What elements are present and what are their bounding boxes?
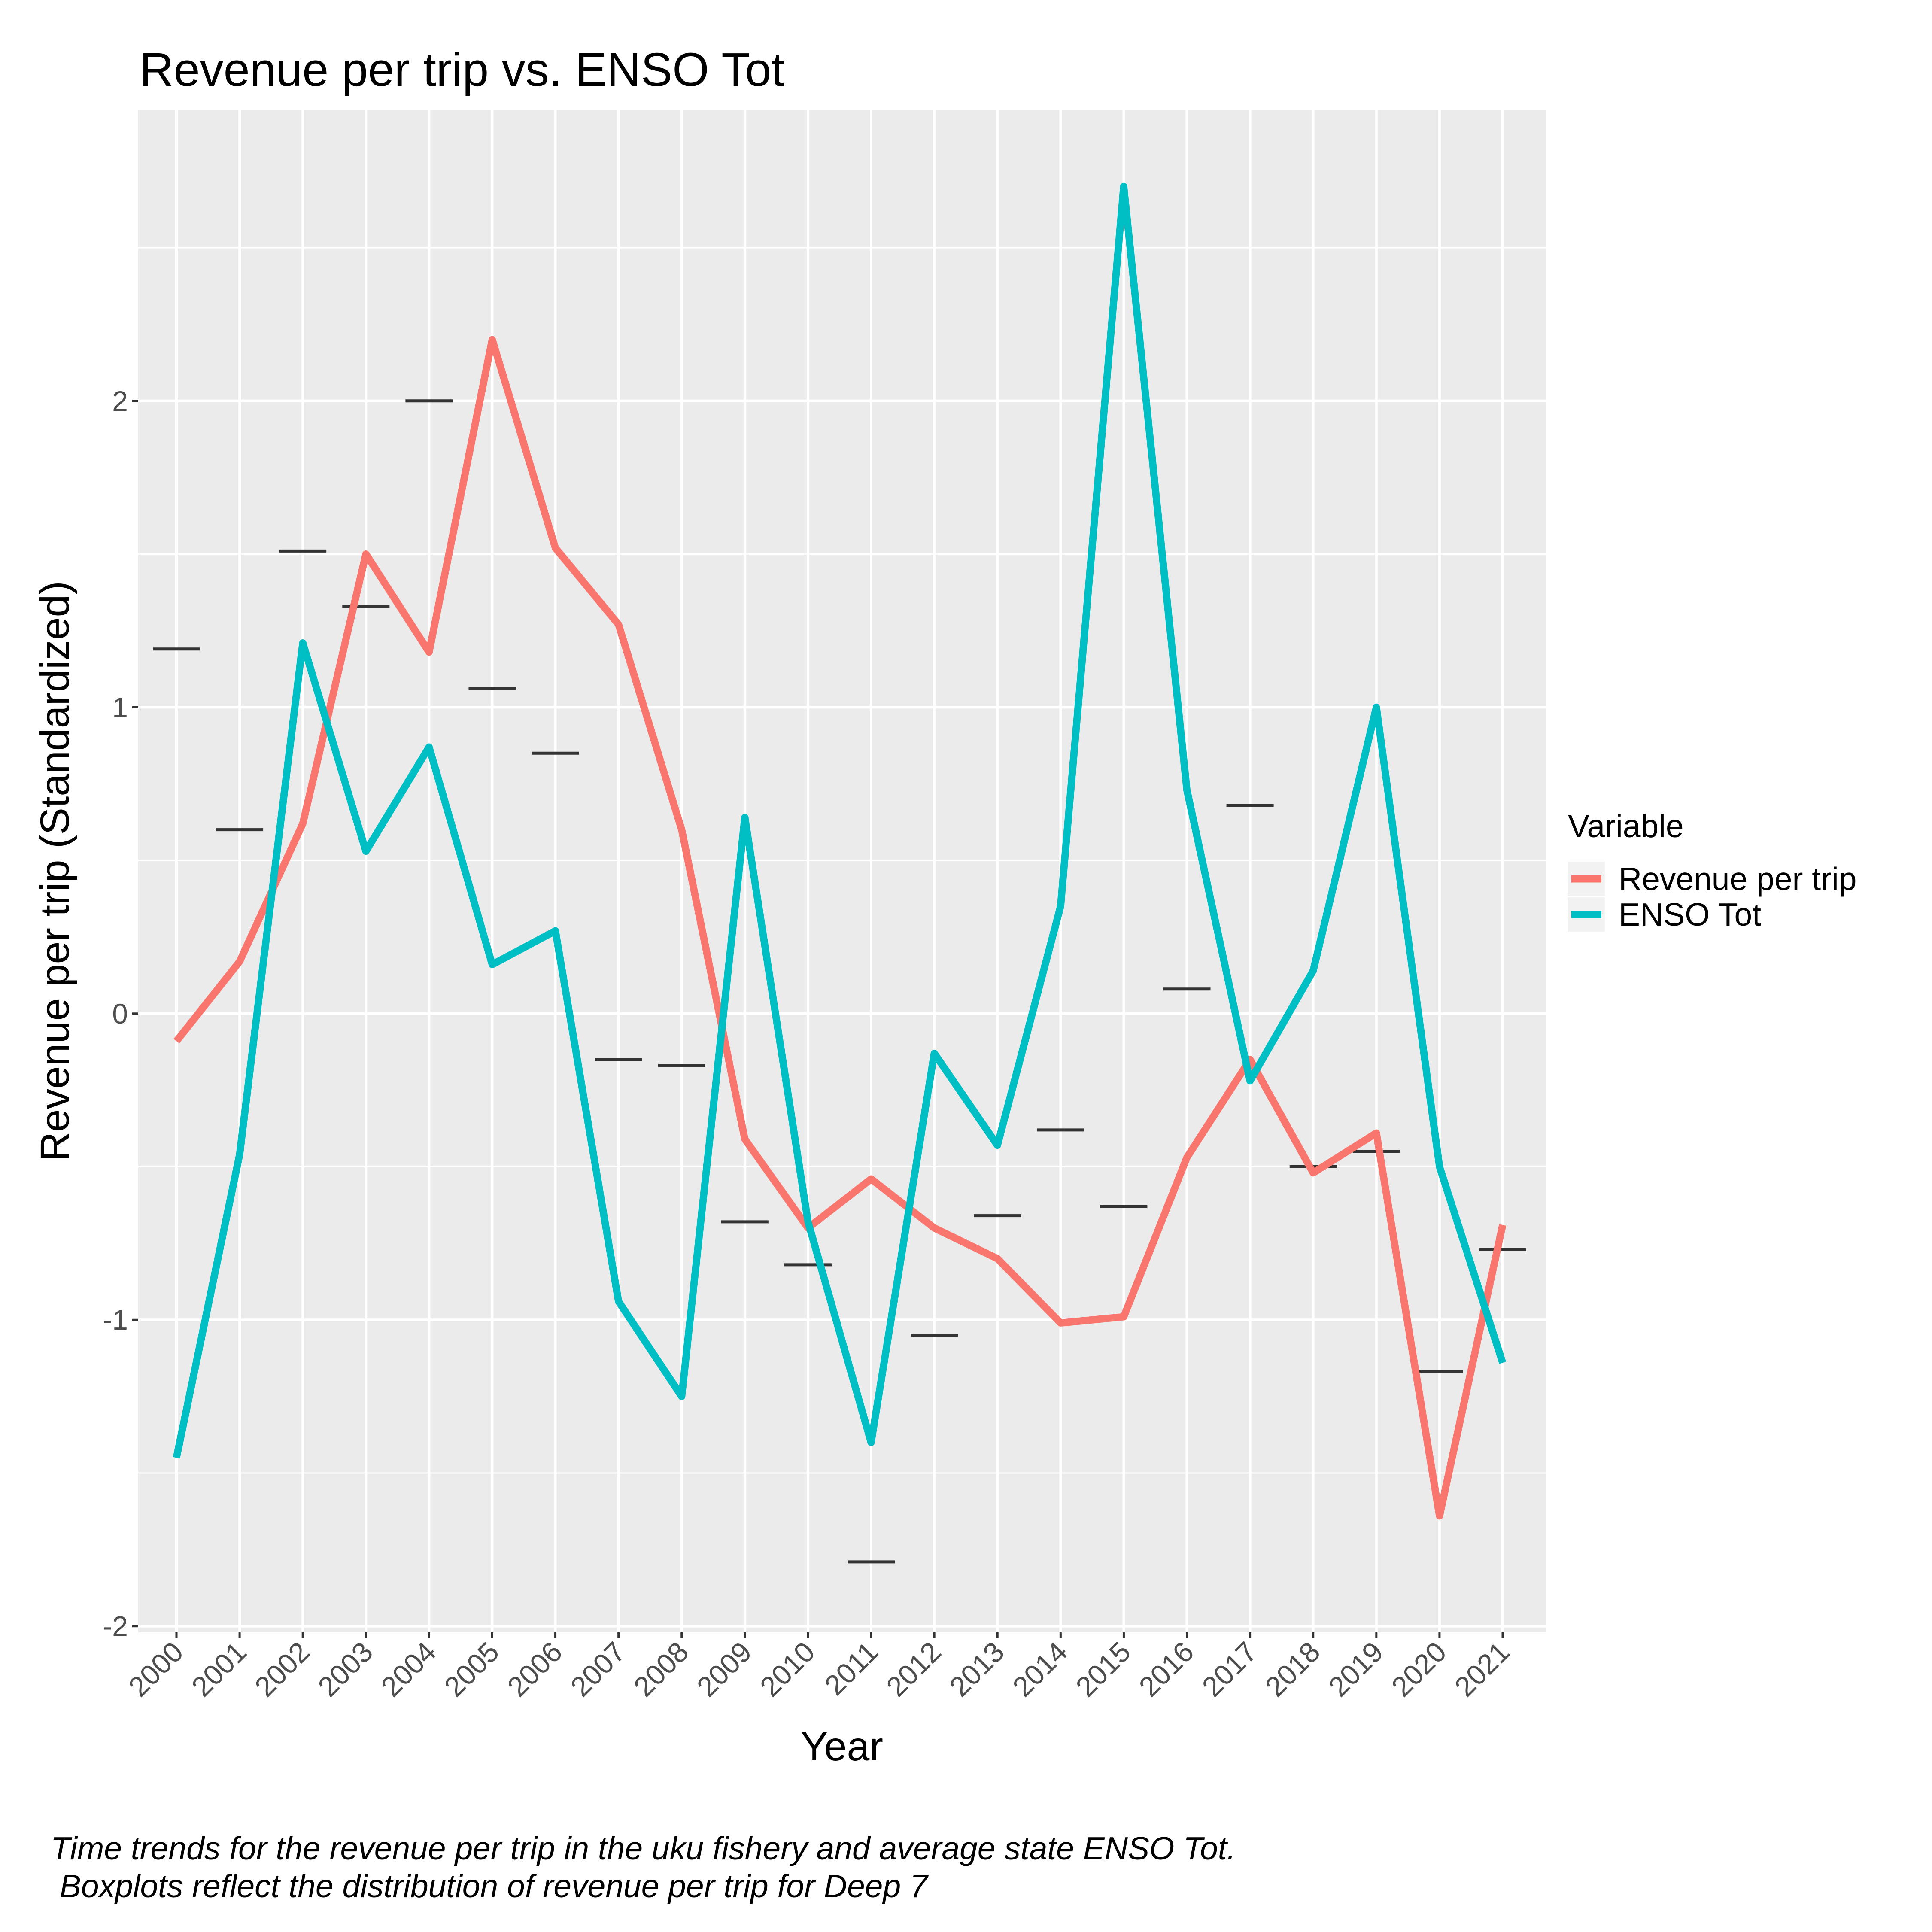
x-tick-label: 2015 — [1069, 1636, 1136, 1703]
x-tick-label: 2008 — [628, 1636, 695, 1703]
x-tick-label: 2005 — [438, 1636, 505, 1703]
y-tick-label: 1 — [112, 691, 128, 723]
x-tick-label: 2017 — [1196, 1636, 1263, 1703]
y-tick-label: -2 — [103, 1610, 128, 1642]
x-tick-label: 2013 — [943, 1636, 1010, 1703]
chart-title: Revenue per trip vs. ENSO Tot — [140, 43, 784, 96]
y-axis-ticks: -2 -1 0 1 2 — [103, 385, 138, 1642]
x-tick-label: 2003 — [312, 1636, 379, 1703]
x-tick-label: 2001 — [185, 1636, 252, 1703]
x-tick-label: 2010 — [754, 1636, 821, 1703]
series-line-enso-tot — [173, 182, 1507, 1459]
series-lines — [173, 182, 1507, 1520]
x-tick-label: 2004 — [375, 1636, 442, 1703]
plot-panel — [138, 110, 1546, 1632]
x-tick-label: 2014 — [1006, 1636, 1073, 1703]
boxplot-medians — [153, 399, 1526, 1564]
x-tick-label: 2011 — [818, 1636, 884, 1701]
x-tick-label: 2012 — [880, 1636, 947, 1703]
y-axis-title: Revenue per trip (Standardized) — [32, 581, 78, 1161]
y-tick-label: -1 — [103, 1304, 128, 1336]
grid-major — [138, 110, 1546, 1632]
legend-title: Variable — [1568, 808, 1684, 844]
y-tick-label: 0 — [112, 998, 128, 1030]
x-axis-ticks: 2000200120022003200420052006200720082009… — [122, 1632, 1516, 1703]
grid-minor — [138, 247, 1546, 1474]
x-tick-label: 2007 — [564, 1636, 631, 1703]
x-tick-label: 2006 — [501, 1636, 568, 1703]
caption-line-2: Boxplots reflect the distribution of rev… — [51, 1868, 928, 1904]
legend-label: ENSO Tot — [1619, 896, 1761, 933]
x-tick-label: 2002 — [249, 1636, 316, 1703]
x-tick-label: 2009 — [691, 1636, 758, 1703]
x-tick-label: 2020 — [1385, 1636, 1452, 1703]
legend-label: Revenue per trip — [1619, 861, 1856, 897]
x-tick-label: 2019 — [1322, 1636, 1389, 1703]
caption-line-1: Time trends for the revenue per trip in … — [51, 1830, 1236, 1866]
x-tick-label: 2021 — [1449, 1636, 1516, 1703]
x-tick-label: 2000 — [122, 1636, 189, 1703]
x-tick-label: 2018 — [1259, 1636, 1326, 1703]
x-tick-label: 2016 — [1133, 1636, 1200, 1703]
x-axis-title: Year — [801, 1724, 883, 1769]
series-line-revenue-per-trip — [173, 336, 1507, 1520]
y-tick-label: 2 — [112, 385, 128, 417]
